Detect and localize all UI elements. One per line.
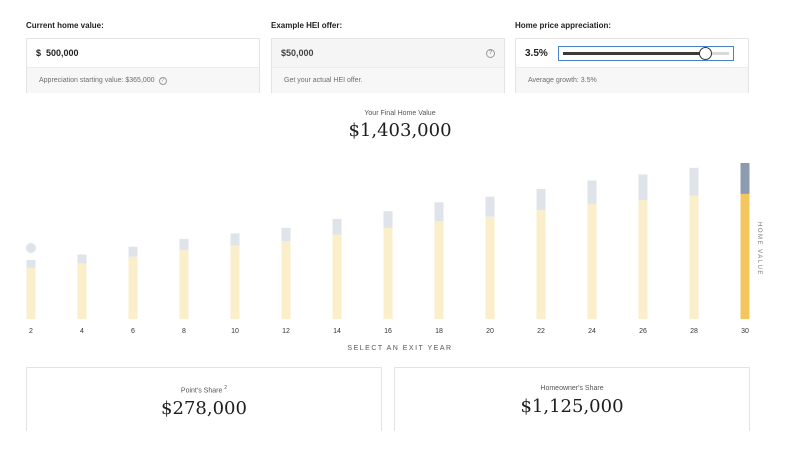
- hei-offer-link[interactable]: Get your actual HEI offer.: [272, 68, 504, 93]
- bar-homeowner-14[interactable]: [332, 234, 342, 319]
- chart-axis-label: HOME VALUE: [756, 222, 762, 276]
- point-share-value: $278,000: [161, 398, 247, 420]
- year-tick-2[interactable]: 2: [29, 328, 33, 335]
- bar-homeowner-12[interactable]: [281, 241, 291, 319]
- home-value-text: 500,000: [46, 48, 79, 58]
- appreciation-label: Home price appreciation:: [515, 21, 612, 30]
- appreciation-card: 3.5% Average growth: 3.5%: [515, 38, 749, 93]
- year-tick-22[interactable]: 22: [537, 328, 545, 335]
- help-icon[interactable]: ?: [158, 76, 167, 85]
- year-tick-24[interactable]: 24: [588, 328, 596, 335]
- bar-homeowner-16[interactable]: [383, 227, 393, 319]
- appreciation-start-note: Appreciation starting value: $365,000: [39, 77, 155, 84]
- point-share-label: Point's Share 2: [27, 385, 381, 394]
- hei-offer-field: $50,000 ?: [272, 39, 504, 68]
- slider-fill: [562, 51, 706, 55]
- year-tick-30[interactable]: 30: [741, 328, 749, 335]
- homeowner-share-label: Homeowner's Share: [540, 385, 604, 392]
- final-value-label: Your Final Home Value: [364, 110, 436, 117]
- bar-point-10[interactable]: [230, 233, 240, 246]
- bar-homeowner-18[interactable]: [434, 221, 444, 319]
- point-share-footnote: 2: [224, 385, 228, 391]
- bar-homeowner-6[interactable]: [128, 256, 138, 319]
- currency-symbol: $: [36, 48, 42, 58]
- hei-offer-value: $50,000: [281, 48, 314, 58]
- year-tick-20[interactable]: 20: [486, 328, 494, 335]
- home-value-card: $ 500,000 Appreciation starting value: $…: [26, 38, 260, 93]
- year-tick-18[interactable]: 18: [435, 328, 443, 335]
- year-tick-10[interactable]: 10: [231, 328, 239, 335]
- year-tick-16[interactable]: 16: [384, 328, 392, 335]
- final-value: $1,403,000: [348, 120, 452, 141]
- hei-offer-card: $50,000 ? Get your actual HEI offer.: [271, 38, 505, 93]
- year-tick-4[interactable]: 4: [80, 328, 84, 335]
- bar-homeowner-28[interactable]: [689, 195, 699, 319]
- bar-point-14[interactable]: [332, 218, 342, 235]
- bar-point-6[interactable]: [128, 246, 138, 257]
- slider-thumb[interactable]: [699, 46, 713, 60]
- exit-year-label: SELECT AN EXIT YEAR: [347, 345, 453, 352]
- appreciation-value: 3.5%: [525, 47, 548, 59]
- bar-point-26[interactable]: [638, 174, 648, 201]
- bar-homeowner-22[interactable]: [536, 210, 546, 319]
- bar-homeowner-20[interactable]: [485, 216, 495, 319]
- homeowner-share-value: $1,125,000: [520, 396, 624, 417]
- point-share-label-text: Point's Share: [180, 387, 223, 395]
- bar-homeowner-26[interactable]: [638, 200, 648, 319]
- bar-point-28[interactable]: [689, 167, 699, 196]
- bar-homeowner-2[interactable]: [26, 267, 36, 319]
- bar-point-24[interactable]: [587, 180, 597, 204]
- homeowner-share-card: Homeowner's Share $1,125,000: [394, 367, 750, 431]
- bar-homeowner-8[interactable]: [179, 250, 189, 319]
- home-value-input[interactable]: $ 500,000: [27, 39, 259, 68]
- bar-point-16[interactable]: [383, 211, 393, 228]
- year-tick-6[interactable]: 6: [131, 328, 135, 335]
- bar-marker-icon: [26, 243, 36, 253]
- appreciation-control-row: 3.5%: [516, 39, 748, 68]
- hei-offer-label: Example HEI offer:: [271, 21, 343, 30]
- bar-point-30[interactable]: [740, 163, 750, 194]
- bar-homeowner-10[interactable]: [230, 245, 240, 319]
- appreciation-start-row: Appreciation starting value: $365,000 ?: [27, 68, 259, 93]
- bar-point-22[interactable]: [536, 188, 546, 211]
- bar-point-4[interactable]: [77, 254, 87, 264]
- bar-point-8[interactable]: [179, 238, 189, 251]
- home-value-chart: 2 4 6 8 10 12 14 16 18 20 22 24 26 28 30: [26, 163, 750, 335]
- hei-offer-note: Get your actual HEI offer.: [284, 77, 363, 84]
- bar-homeowner-24[interactable]: [587, 203, 597, 319]
- bar-point-12[interactable]: [281, 227, 291, 242]
- point-share-card: Point's Share 2 $278,000: [26, 367, 382, 431]
- bar-homeowner-30[interactable]: [740, 193, 750, 319]
- bar-point-2[interactable]: [26, 260, 36, 268]
- bar-point-18[interactable]: [434, 202, 444, 222]
- year-tick-8[interactable]: 8: [182, 328, 186, 335]
- help-icon[interactable]: ?: [486, 48, 495, 58]
- bar-homeowner-4[interactable]: [77, 263, 87, 319]
- average-growth-row: Average growth: 3.5%: [516, 68, 748, 93]
- year-tick-12[interactable]: 12: [282, 328, 290, 335]
- year-tick-26[interactable]: 26: [639, 328, 647, 335]
- bar-point-20[interactable]: [485, 196, 495, 217]
- average-growth-note: Average growth: 3.5%: [528, 77, 597, 84]
- home-value-label: Current home value:: [26, 21, 104, 30]
- year-tick-14[interactable]: 14: [333, 328, 341, 335]
- appreciation-slider[interactable]: [557, 45, 734, 61]
- year-tick-28[interactable]: 28: [690, 328, 698, 335]
